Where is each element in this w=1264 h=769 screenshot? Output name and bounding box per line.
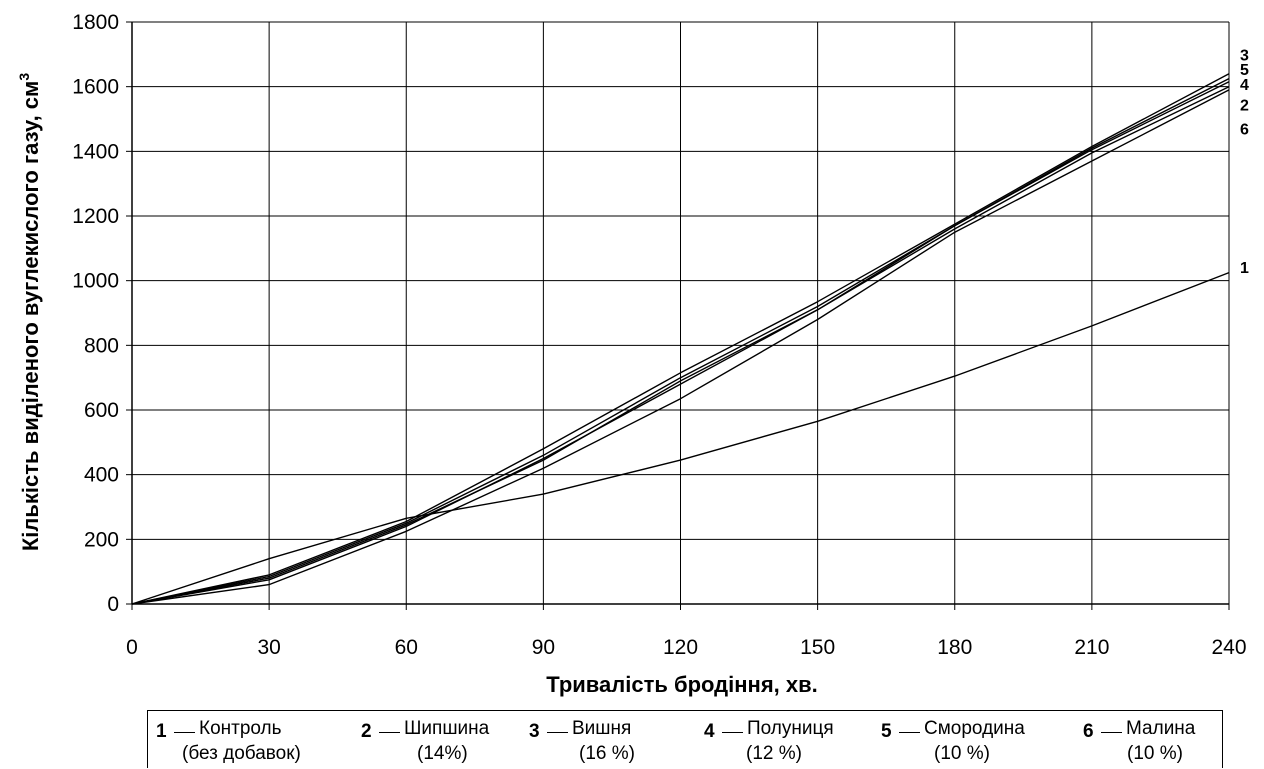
legend-number: 2: [361, 721, 372, 742]
series-end-label-5: 5: [1240, 62, 1249, 79]
y-tick-label: 1600: [72, 76, 119, 99]
tick-labels: 0 200 400 600 800 1000 1200 1400 1600 1800 0 30 60 90…: [72, 11, 1246, 659]
series-line-1: [131, 271, 1230, 605]
legend-name: Полуниця: [747, 718, 834, 739]
legend-name: Контроль: [199, 718, 282, 739]
x-tick-label: 0: [126, 636, 138, 659]
y-tick-label: 400: [84, 464, 119, 487]
legend-line-swatch: [547, 732, 568, 733]
series-lines: [131, 73, 1230, 605]
series-line-2: [131, 86, 1230, 605]
y-tick-label: 1200: [72, 205, 119, 228]
x-axis-title: Тривалість бродіння, хв.: [546, 672, 818, 697]
x-tick-label: 120: [663, 636, 698, 659]
legend-number: 4: [704, 721, 715, 742]
y-tick-label: 1400: [72, 140, 119, 163]
y-axis-title-text: Кількість виділеного вуглекислого газу, …: [18, 81, 43, 551]
legend-sub: (10 %): [1127, 743, 1183, 764]
chart-grid: [126, 21, 1230, 610]
y-tick-label: 0: [107, 593, 119, 616]
series-line-6: [131, 89, 1230, 605]
legend-sub: (10 %): [934, 743, 990, 764]
y-tick-label: 1800: [72, 11, 119, 34]
series-line-5: [131, 77, 1230, 605]
legend-line-swatch: [174, 732, 195, 733]
legend-sub: (12 %): [746, 743, 802, 764]
series-end-label-3: 3: [1240, 47, 1249, 64]
legend-number: 5: [881, 721, 892, 742]
series-end-labels: 354 2 6 1: [1240, 47, 1249, 277]
co2-line-chart: 0 200 400 600 800 1000 1200 1400 1600 1800 0 30 60 90…: [16, 11, 1249, 697]
x-tick-label: 240: [1211, 636, 1246, 659]
y-axis-title: Кількість виділеного вуглекислого газу, …: [16, 73, 43, 551]
x-tick-label: 180: [937, 636, 972, 659]
series-end-label-6: 6: [1240, 122, 1249, 139]
series-end-label-2: 2: [1240, 97, 1249, 114]
x-tick-label: 60: [395, 636, 418, 659]
legend-number: 1: [156, 721, 167, 742]
y-axis-title-superscript: 3: [16, 73, 32, 81]
series-line-3: [131, 73, 1230, 605]
x-tick-label: 30: [257, 636, 280, 659]
legend-sub: (16 %): [579, 743, 635, 764]
legend-line-swatch: [379, 732, 400, 733]
legend-line-swatch: [722, 732, 743, 733]
y-tick-label: 800: [84, 334, 119, 357]
legend-sub: (без добавок): [182, 743, 301, 764]
legend-name: Малина: [1126, 718, 1196, 739]
chart-legend: 1 Контроль (без добавок) 2 Шипшина (14%)…: [147, 710, 1223, 768]
series-end-label-1: 1: [1240, 260, 1249, 277]
x-tick-label: 210: [1074, 636, 1109, 659]
series-end-label-4: 4: [1240, 77, 1249, 94]
series-line-4: [131, 81, 1230, 605]
x-tick-label: 150: [800, 636, 835, 659]
legend-line-swatch: [899, 732, 920, 733]
legend-number: 3: [529, 721, 540, 742]
y-tick-label: 600: [84, 399, 119, 422]
x-tick-label: 90: [532, 636, 555, 659]
legend-name: Смородина: [924, 718, 1025, 739]
y-tick-label: 200: [84, 528, 119, 551]
legend-name: Вишня: [572, 718, 632, 739]
legend-number: 6: [1083, 721, 1094, 742]
legend-line-swatch: [1101, 732, 1122, 733]
legend-sub: (14%): [417, 743, 468, 764]
y-tick-label: 1000: [72, 270, 119, 293]
legend-name: Шипшина: [404, 718, 490, 739]
